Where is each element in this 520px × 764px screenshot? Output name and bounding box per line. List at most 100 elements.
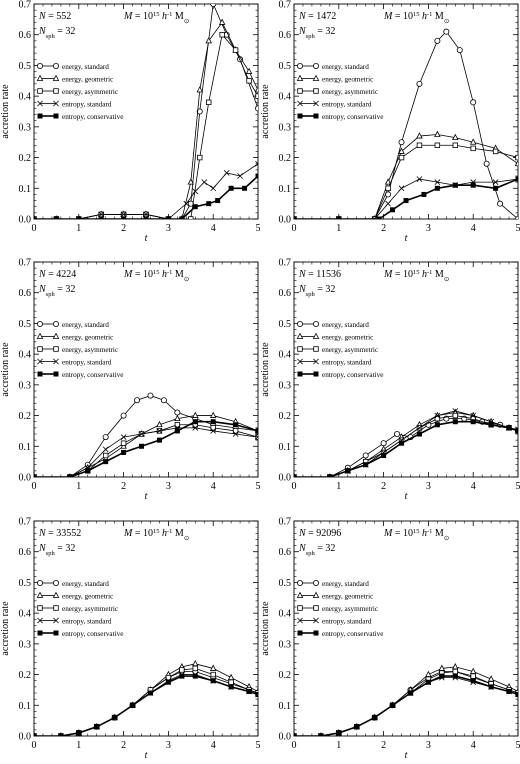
data-point xyxy=(497,201,502,206)
data-point xyxy=(193,205,197,209)
y-tick-label: 0.0 xyxy=(19,215,32,226)
legend-marker xyxy=(54,114,58,118)
y-tick-label: 0.7 xyxy=(279,0,292,11)
data-point xyxy=(493,149,498,154)
series-line-5 xyxy=(34,676,258,736)
legend-marker xyxy=(313,63,318,68)
data-point xyxy=(453,420,457,424)
legend-marker xyxy=(37,580,42,585)
y-tick-label: 0.4 xyxy=(279,92,292,103)
panel-title-part: = 1472 xyxy=(306,11,337,22)
legend-marker xyxy=(54,631,58,635)
legend-marker xyxy=(298,631,302,635)
series-line-2 xyxy=(34,416,258,477)
x-axis-label: t xyxy=(405,491,408,502)
mass-label-part: = 10 xyxy=(132,11,153,22)
legend-marker xyxy=(313,593,318,598)
data-point xyxy=(180,217,184,221)
data-point xyxy=(103,453,108,458)
panel-title: N = 11536 xyxy=(298,269,341,280)
x-tick-label: 5 xyxy=(516,481,520,492)
x-axis-label: t xyxy=(405,750,408,759)
series-group xyxy=(291,664,520,739)
data-point xyxy=(471,183,475,187)
x-tick-label: 0 xyxy=(292,481,297,492)
legend-label: entropy, conservative xyxy=(62,371,123,379)
data-point xyxy=(292,475,296,479)
panel-title: N = 1472 xyxy=(298,11,336,22)
series-line-5 xyxy=(294,676,518,736)
data-point xyxy=(206,100,211,105)
y-tick-label: 0.7 xyxy=(19,517,32,528)
data-point xyxy=(166,680,170,684)
y-tick-label: 0.3 xyxy=(19,639,32,650)
data-point xyxy=(489,685,493,689)
nsph-label: Nsph = 32 xyxy=(298,26,335,40)
legend-label: energy, geometric xyxy=(322,334,373,342)
legend-marker xyxy=(313,334,318,339)
data-point xyxy=(453,669,458,674)
data-point xyxy=(417,143,422,148)
mass-label: M = 1015 h-1 M⊙ xyxy=(383,269,450,283)
data-point xyxy=(237,173,242,178)
mass-label-part: = 10 xyxy=(392,528,413,539)
legend-marker xyxy=(297,580,302,585)
data-point xyxy=(207,201,211,205)
x-tick-label: 4 xyxy=(211,481,216,492)
legend-label: energy, asymmetric xyxy=(322,346,378,354)
data-point xyxy=(211,1,216,6)
data-point xyxy=(211,679,215,683)
legend-marker xyxy=(297,321,302,326)
data-point xyxy=(435,143,440,148)
y-tick-label: 0.7 xyxy=(19,0,32,11)
data-point xyxy=(394,431,399,436)
mass-label-part: = 10 xyxy=(132,269,153,280)
data-point xyxy=(435,186,439,190)
series-line-2 xyxy=(294,667,518,736)
mass-label-part: M xyxy=(432,269,444,280)
legend-label: entropy, conservative xyxy=(62,113,123,121)
panel-title-part: = 33552 xyxy=(46,528,82,539)
data-point xyxy=(242,186,246,190)
data-point xyxy=(377,217,381,221)
legend-label: entropy, conservative xyxy=(322,113,383,121)
y-tick-label: 0.3 xyxy=(19,380,32,391)
x-tick-label: 4 xyxy=(211,740,216,751)
data-point xyxy=(211,413,216,418)
x-axis-label: t xyxy=(145,233,148,244)
data-point xyxy=(256,174,260,178)
y-tick-label: 0.5 xyxy=(19,319,32,330)
data-point xyxy=(99,217,103,221)
data-point xyxy=(161,398,166,403)
legend-marker xyxy=(314,114,318,118)
legend-marker xyxy=(37,593,42,598)
data-point xyxy=(471,100,476,105)
mass-label-part: ⊙ xyxy=(184,535,190,542)
y-tick-label: 0.2 xyxy=(19,153,32,164)
data-point xyxy=(157,438,161,442)
y-tick-label: 0.1 xyxy=(279,184,292,195)
data-point xyxy=(32,217,36,221)
mass-label-part: M xyxy=(432,11,444,22)
x-tick-label: 5 xyxy=(516,740,520,751)
data-point xyxy=(32,734,36,738)
legend-marker xyxy=(54,347,59,352)
legend-label: entropy, standard xyxy=(322,101,372,109)
y-tick-label: 0.2 xyxy=(279,153,292,164)
data-point xyxy=(381,453,385,457)
data-point xyxy=(175,429,179,433)
legend-marker xyxy=(314,631,318,635)
y-tick-label: 0.5 xyxy=(279,578,292,589)
y-tick-label: 0.6 xyxy=(279,547,292,558)
data-point xyxy=(426,680,430,684)
legend-marker xyxy=(38,114,42,118)
data-point xyxy=(399,140,404,145)
x-tick-label: 1 xyxy=(76,740,81,751)
y-axis-label: accretion rate xyxy=(0,84,11,139)
y-axis-label: accretion rate xyxy=(260,84,271,139)
data-point xyxy=(363,453,368,458)
series-line-4 xyxy=(294,678,518,736)
data-point xyxy=(103,459,107,463)
